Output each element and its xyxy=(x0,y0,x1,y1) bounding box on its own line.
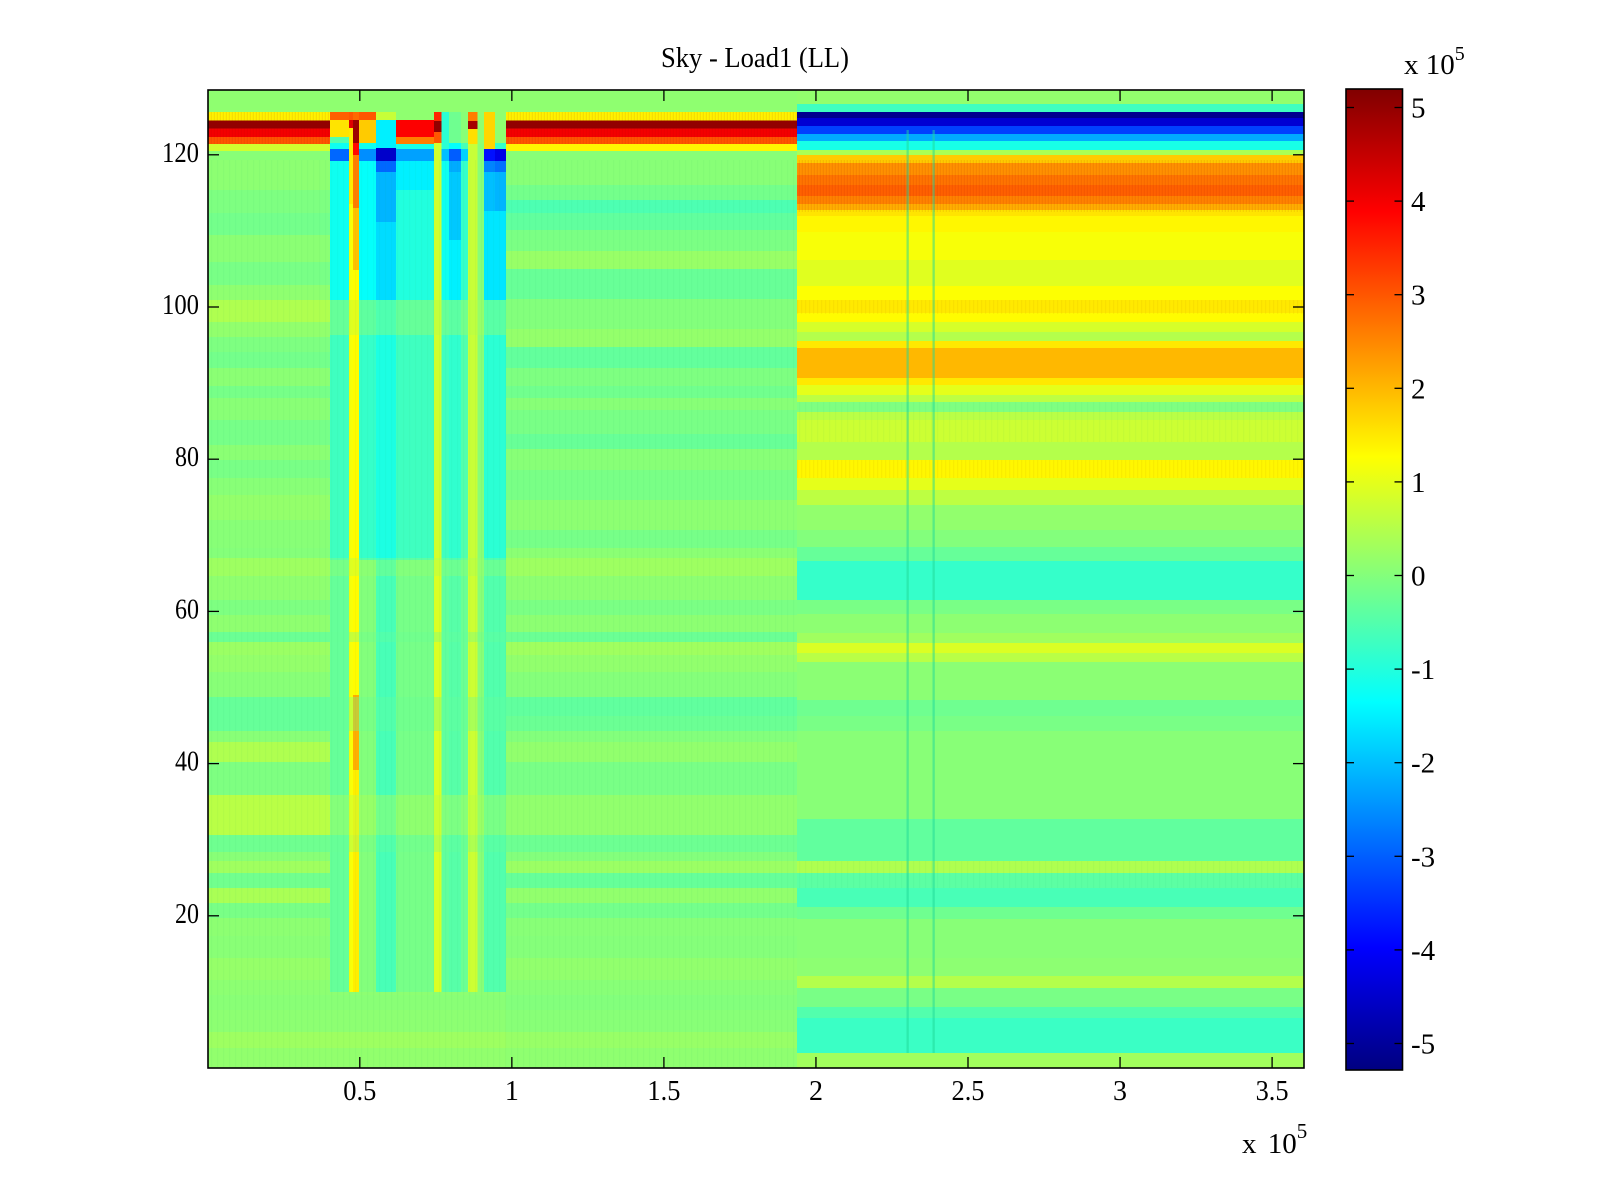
svg-text:5: 5 xyxy=(1411,93,1426,125)
svg-text:1.5: 1.5 xyxy=(647,1075,680,1107)
svg-text:1: 1 xyxy=(505,1075,519,1107)
svg-text:0.5: 0.5 xyxy=(343,1075,376,1107)
svg-text:-4: -4 xyxy=(1411,935,1436,967)
svg-text:-1: -1 xyxy=(1411,654,1435,686)
svg-text:80: 80 xyxy=(175,441,199,473)
svg-text:60: 60 xyxy=(175,593,199,625)
svg-text:-3: -3 xyxy=(1411,841,1435,873)
svg-text:2: 2 xyxy=(1411,373,1426,405)
svg-text:3: 3 xyxy=(1411,280,1426,312)
svg-text:2: 2 xyxy=(809,1075,823,1107)
svg-text:40: 40 xyxy=(175,746,199,778)
svg-text:1: 1 xyxy=(1411,467,1426,499)
svg-text:3.5: 3.5 xyxy=(1256,1075,1289,1107)
svg-text:x 105: x 105 xyxy=(1404,43,1465,81)
svg-text:-2: -2 xyxy=(1411,748,1435,780)
svg-text:120: 120 xyxy=(162,137,199,169)
svg-text:2.5: 2.5 xyxy=(952,1075,985,1107)
svg-text:100: 100 xyxy=(162,289,199,321)
svg-text:4: 4 xyxy=(1411,186,1426,218)
svg-text:0: 0 xyxy=(1411,561,1426,593)
svg-text:Sky - Load1 (LL): Sky - Load1 (LL) xyxy=(661,42,849,74)
svg-text:3: 3 xyxy=(1113,1075,1127,1107)
svg-text:20: 20 xyxy=(175,898,199,930)
svg-text:-5: -5 xyxy=(1411,1029,1435,1061)
